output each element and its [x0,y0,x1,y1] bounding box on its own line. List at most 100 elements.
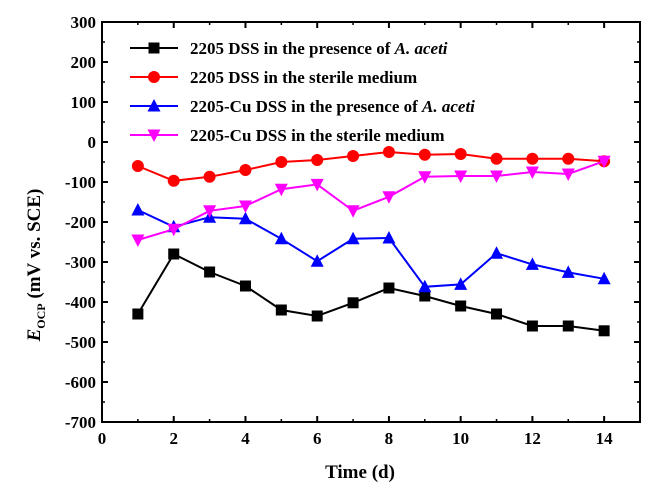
data-point [274,231,288,245]
legend-item-4: 2205-Cu DSS in the sterile medium [130,126,445,145]
y-axis-label-sub: OCP [34,303,48,328]
data-point [597,155,611,169]
data-point [382,146,395,158]
data-point [454,277,468,290]
data-point [275,304,287,316]
series-line [137,160,605,241]
legend-marker [148,42,160,54]
data-point [526,320,538,332]
data-point [239,280,251,292]
legend-item-1: 2205 DSS in the presence of A. aceti [130,39,448,58]
legend-label: 2205 DSS in the presence of A. aceti [190,39,448,58]
x-tick-label: 4 [241,429,250,448]
series-2 [131,146,611,187]
x-axis-label: Time (d) [325,462,395,483]
legend-label-text: 2205-Cu DSS in the presence of [190,97,422,116]
data-point [562,320,574,332]
y-tick-label: -500 [65,333,96,352]
x-tick-label: 10 [452,429,469,448]
y-tick-label: -100 [65,173,96,192]
data-point [418,171,432,184]
data-point [382,191,396,204]
data-point [346,205,360,218]
data-point [203,205,217,218]
y-tick-label: -600 [65,373,96,392]
data-point [347,150,360,162]
data-point [311,154,324,166]
data-point [131,160,144,172]
data-point [454,148,467,160]
y-tick-label: 300 [71,13,97,32]
y-axis-label: EOCP (mV vs. SCE) [24,189,48,343]
legend-label: 2205 DSS in the sterile medium [190,68,417,87]
data-point [419,290,431,302]
legend-item-2: 2205 DSS in the sterile medium [130,68,417,87]
legend-label-text: 2205-Cu DSS in the sterile medium [190,126,445,145]
series-3 [131,203,611,293]
series-1 [132,248,610,337]
y-tick-label: -300 [65,253,96,272]
data-point [491,308,503,320]
y-tick-label: 200 [71,53,97,72]
data-point [598,325,610,337]
x-tick-label: 6 [313,429,322,448]
x-tick-label: 14 [596,429,614,448]
y-tick-label: 0 [88,133,97,152]
data-point [238,200,252,213]
series-line [137,209,605,288]
data-point [204,266,216,278]
y-axis-label-main: E [24,329,45,343]
legend-label-text: 2205 DSS in the sterile medium [190,68,417,87]
legend-label-italic: A. aceti [394,39,448,58]
data-point [525,257,539,270]
data-point [526,152,539,165]
x-tick-label: 12 [524,429,541,448]
legend-label: 2205-Cu DSS in the presence of A. aceti [190,97,475,116]
x-tick-label: 2 [169,429,178,448]
data-point [131,203,145,216]
data-point [167,223,181,237]
y-tick-label: -200 [65,213,96,232]
data-point [418,279,432,293]
data-point [131,234,145,247]
data-point [311,310,323,322]
legend-marker [147,99,161,112]
x-tick-label: 8 [385,429,394,448]
data-point [238,211,252,225]
x-tick-label: 0 [98,429,107,448]
data-point [310,254,324,267]
data-point [490,246,504,259]
legend-marker [147,129,161,142]
data-point [239,164,252,176]
legend-label-text: 2205 DSS in the presence of [190,39,395,58]
data-point [454,170,468,183]
data-point [168,248,180,260]
data-point [275,156,288,168]
data-point [346,231,360,245]
data-point [490,152,503,165]
data-point [418,148,431,161]
y-tick-label: -400 [65,293,96,312]
y-axis-label-rest: (mV vs. SCE) [24,189,45,304]
series-layer [131,146,611,337]
data-point [561,265,575,278]
data-point [310,178,324,192]
data-point [274,183,288,197]
data-point [347,297,359,309]
y-tick-label: -700 [65,413,96,432]
legend-item-3: 2205-Cu DSS in the presence of A. aceti [130,97,475,116]
data-point [383,282,395,294]
series-line [137,252,605,332]
data-point [490,170,504,183]
data-point [561,168,575,181]
series-4 [131,155,611,247]
legend-marker [148,71,160,83]
data-point [597,271,611,285]
data-point [455,300,467,312]
data-point [167,174,180,187]
legend-label: 2205-Cu DSS in the sterile medium [190,126,445,145]
data-point [203,170,216,183]
data-point [562,152,575,165]
